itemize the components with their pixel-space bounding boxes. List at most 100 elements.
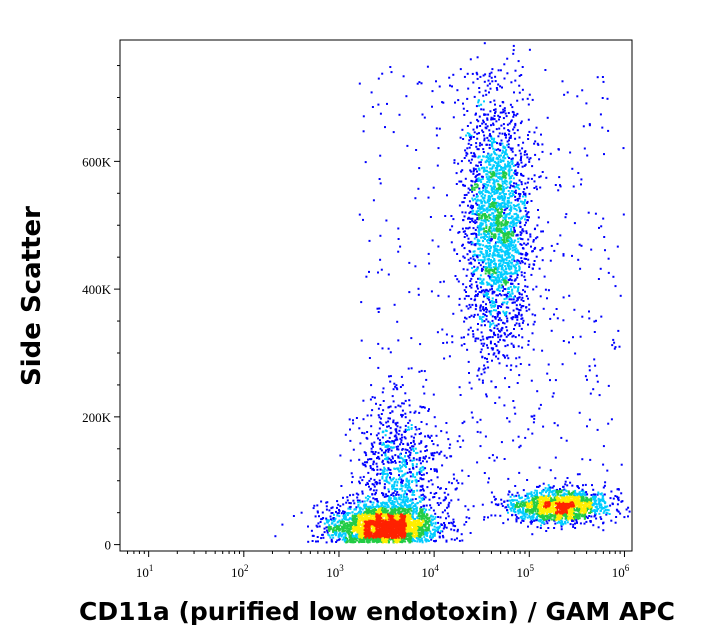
data-point bbox=[500, 281, 503, 284]
data-point bbox=[463, 157, 466, 159]
data-point bbox=[503, 332, 506, 335]
data-point bbox=[344, 517, 347, 520]
data-point bbox=[514, 164, 517, 167]
data-point bbox=[418, 427, 421, 430]
data-point bbox=[485, 291, 488, 294]
data-point bbox=[396, 518, 399, 521]
data-point bbox=[390, 503, 393, 506]
data-point bbox=[502, 216, 505, 219]
data-point bbox=[472, 220, 475, 223]
data-point bbox=[420, 494, 423, 497]
data-point bbox=[420, 432, 422, 435]
data-point bbox=[360, 534, 363, 537]
data-point bbox=[408, 503, 411, 506]
data-point bbox=[417, 521, 420, 524]
data-point bbox=[372, 489, 375, 492]
data-point bbox=[414, 498, 417, 500]
data-point bbox=[400, 507, 402, 510]
data-point bbox=[405, 480, 408, 483]
data-point bbox=[341, 520, 344, 523]
data-point bbox=[363, 541, 366, 543]
data-point bbox=[343, 526, 346, 529]
data-point bbox=[389, 405, 392, 408]
data-point bbox=[495, 355, 497, 358]
data-point bbox=[404, 428, 407, 431]
data-point bbox=[414, 523, 416, 526]
data-point bbox=[486, 215, 489, 218]
data-point bbox=[512, 128, 515, 131]
data-point bbox=[375, 513, 378, 516]
data-point bbox=[489, 325, 491, 328]
data-point bbox=[474, 340, 477, 343]
data-point bbox=[368, 527, 371, 530]
data-point bbox=[359, 442, 362, 445]
data-point bbox=[340, 512, 343, 515]
data-point bbox=[470, 184, 473, 187]
data-point bbox=[382, 501, 384, 504]
data-point bbox=[388, 500, 391, 503]
data-point bbox=[477, 213, 479, 216]
data-point bbox=[486, 125, 489, 128]
data-point bbox=[520, 257, 523, 260]
data-point bbox=[510, 279, 513, 282]
data-point bbox=[512, 171, 515, 174]
data-point bbox=[404, 490, 407, 493]
data-point bbox=[395, 387, 398, 390]
data-point bbox=[521, 229, 524, 232]
data-point bbox=[474, 228, 477, 231]
data-point bbox=[481, 335, 484, 338]
data-point bbox=[373, 533, 376, 536]
data-point bbox=[307, 540, 310, 543]
data-point bbox=[352, 519, 355, 522]
data-point bbox=[395, 467, 398, 470]
data-point bbox=[378, 508, 381, 511]
data-point bbox=[334, 534, 337, 537]
data-point bbox=[497, 69, 500, 72]
data-point bbox=[369, 525, 372, 528]
data-point bbox=[395, 525, 398, 528]
data-point bbox=[477, 337, 480, 340]
data-point bbox=[511, 289, 514, 292]
data-point bbox=[498, 132, 501, 135]
data-point bbox=[400, 523, 403, 526]
data-point bbox=[495, 221, 498, 224]
data-point bbox=[470, 243, 473, 246]
data-point bbox=[405, 518, 408, 521]
data-point bbox=[372, 520, 375, 522]
data-point bbox=[398, 534, 401, 537]
data-point bbox=[389, 514, 392, 517]
data-point bbox=[368, 526, 370, 529]
data-point bbox=[394, 512, 397, 515]
data-point bbox=[395, 493, 398, 496]
data-point bbox=[391, 441, 394, 444]
data-point bbox=[486, 117, 489, 120]
data-point bbox=[398, 532, 401, 535]
data-point bbox=[374, 515, 376, 518]
data-point bbox=[391, 520, 394, 523]
data-point bbox=[490, 323, 493, 326]
data-point bbox=[517, 203, 520, 206]
data-point bbox=[346, 524, 349, 527]
data-point bbox=[490, 310, 493, 313]
data-point bbox=[491, 359, 493, 362]
data-point bbox=[332, 517, 335, 520]
data-point bbox=[401, 414, 404, 417]
data-point bbox=[403, 516, 406, 519]
data-point bbox=[474, 308, 477, 311]
data-point bbox=[325, 526, 328, 529]
data-point bbox=[515, 212, 518, 215]
data-point bbox=[344, 532, 347, 535]
data-point bbox=[443, 524, 446, 526]
data-point bbox=[413, 436, 415, 439]
data-point bbox=[512, 49, 515, 52]
data-point bbox=[351, 517, 354, 520]
data-point bbox=[378, 416, 381, 419]
data-point bbox=[494, 243, 497, 246]
data-point bbox=[508, 212, 511, 215]
data-point bbox=[328, 534, 331, 537]
data-point bbox=[387, 534, 390, 537]
data-point bbox=[491, 302, 494, 305]
data-point bbox=[382, 473, 385, 475]
data-point bbox=[431, 452, 434, 455]
data-point bbox=[427, 434, 430, 437]
